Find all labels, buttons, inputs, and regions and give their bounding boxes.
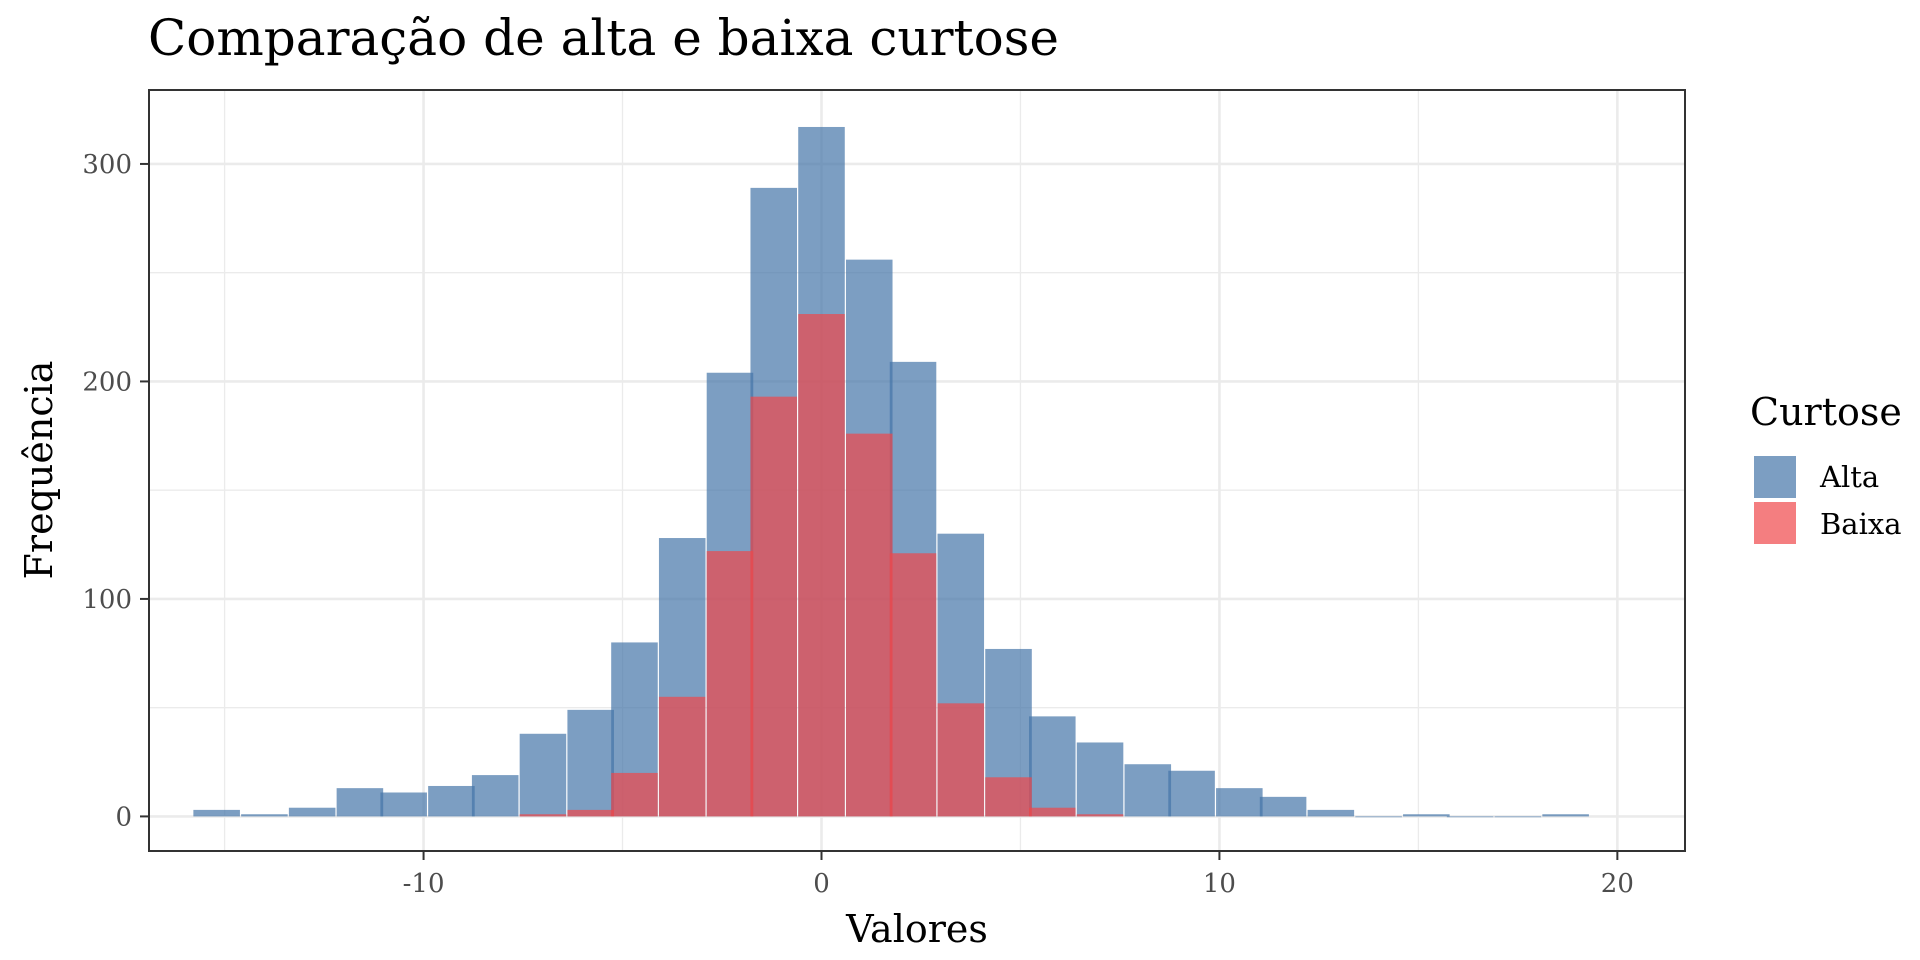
histogram-bar-alta — [1355, 816, 1402, 818]
histogram-bar-alta — [1307, 809, 1355, 817]
histogram-bar-baixa — [519, 814, 567, 817]
histogram-bar-alta — [1403, 814, 1450, 817]
x-tick-label: 10 — [1203, 869, 1236, 899]
y-tick-label: 200 — [82, 367, 132, 397]
histogram-bar-alta — [1446, 816, 1494, 818]
x-tick-label: -10 — [403, 869, 445, 899]
plot-border — [148, 89, 1686, 852]
x-tick-label: 20 — [1601, 869, 1634, 899]
histogram-bar-baixa — [1029, 807, 1076, 817]
x-axis-ticks: -10 0 10 20 — [403, 851, 1634, 899]
y-tick-label: 100 — [82, 585, 132, 615]
histogram-bar-baixa — [937, 703, 985, 817]
histogram-bar-alta — [1029, 716, 1076, 817]
histogram-bar-baixa — [611, 772, 658, 817]
histogram-bar-baixa — [889, 553, 937, 817]
histogram-bar-baixa — [706, 551, 754, 817]
histogram-bar-baixa — [658, 696, 706, 817]
histogram-bars — [193, 126, 1589, 818]
legend-key-alta — [1754, 456, 1796, 498]
chart-title: Comparação de alta e baixa curtose — [148, 9, 1059, 67]
legend-title: Curtose — [1750, 390, 1902, 434]
histogram-bar-alta — [1216, 788, 1263, 817]
histogram-bar-alta — [471, 775, 519, 817]
histogram-bar-alta — [567, 709, 614, 817]
legend-key-baixa — [1754, 502, 1796, 544]
histogram-bar-baixa — [798, 314, 845, 817]
histogram-bar-baixa — [985, 777, 1032, 817]
y-axis-title: Frequência — [17, 361, 61, 580]
y-axis-ticks: 0 100 200 300 — [82, 150, 149, 832]
histogram-bar-alta — [1542, 814, 1589, 817]
histogram-bar-alta — [1076, 742, 1124, 817]
histogram-bar-alta — [336, 788, 384, 817]
x-axis-title: Valores — [845, 907, 988, 951]
histogram-bar-alta — [519, 733, 567, 817]
histogram-bar-baixa — [567, 809, 614, 817]
histogram-bar-alta — [1494, 816, 1542, 818]
histogram-bar-alta — [1259, 796, 1307, 817]
histogram-bar-alta — [193, 809, 240, 817]
x-tick-label: 0 — [813, 869, 830, 899]
histogram-bar-alta — [1124, 764, 1172, 817]
histogram-bar-alta — [428, 785, 475, 817]
histogram-bar-alta — [380, 792, 427, 817]
legend-label-alta: Alta — [1819, 460, 1879, 494]
histogram-bar-baixa — [750, 396, 798, 817]
histogram-bar-baixa — [1076, 814, 1124, 817]
histogram-bar-baixa — [845, 433, 893, 817]
y-tick-label: 0 — [115, 802, 132, 832]
histogram-bar-alta — [1168, 770, 1215, 817]
y-tick-label: 300 — [82, 150, 132, 180]
histogram-bar-alta — [241, 814, 288, 817]
legend: Curtose Alta Baixa — [1750, 390, 1902, 544]
histogram-bar-alta — [288, 807, 336, 817]
legend-label-baixa: Baixa — [1820, 507, 1902, 541]
